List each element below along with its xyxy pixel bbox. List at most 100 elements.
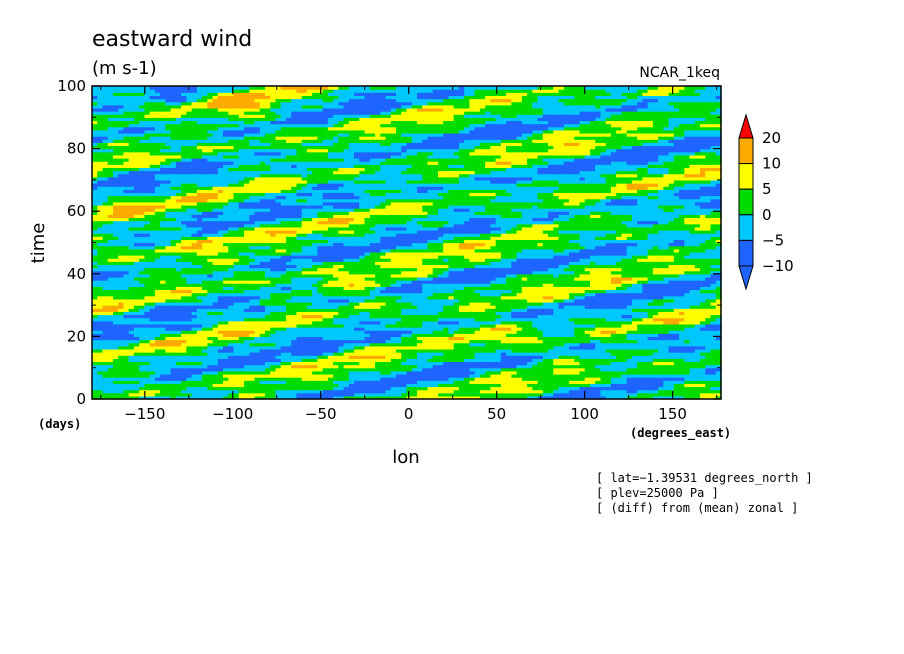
heatmap-cell [254,370,261,375]
heatmap-cell [233,392,240,397]
heatmap-cell [700,377,706,381]
heatmap-cell [437,373,444,378]
heatmap-cell [133,373,140,378]
heatmap-cell [574,386,581,391]
heatmap-cell [338,373,345,378]
heatmap-cell [558,364,565,369]
heatmap-cell [621,367,628,372]
heatmap-cell [296,373,303,378]
heatmap-cell [548,383,554,388]
heatmap-cell [275,370,282,375]
heatmap-cell [128,386,135,391]
heatmap-cell [411,389,418,394]
heatmap-cell [123,386,130,391]
heatmap-cell [558,395,565,400]
heatmap-cell [432,373,439,378]
heatmap-cell [616,373,623,378]
heatmap-cell [411,370,418,375]
heatmap-cell [369,367,376,372]
heatmap-cell [154,367,161,372]
heatmap-cell [610,389,617,394]
heatmap-cell [202,386,208,391]
heatmap-cell [600,395,607,400]
heatmap-cell [673,380,680,384]
heatmap-cell [673,370,680,375]
heatmap-cell [464,377,470,381]
heatmap-cell [589,377,596,381]
heatmap-cell [380,367,387,372]
heatmap-cell [270,373,277,378]
heatmap-cell [165,373,172,378]
heatmap-cell [128,370,135,375]
heatmap-cell [249,373,256,378]
heatmap-cell [312,373,318,378]
heatmap-cell [542,395,549,400]
heatmap-cell [568,380,575,384]
heatmap-cell [270,377,277,381]
heatmap-cell [348,380,355,384]
heatmap-cell [154,389,161,394]
heatmap-cell [437,380,444,384]
heatmap-cell [223,364,229,369]
heatmap-cell [233,395,240,400]
heatmap-cell [673,377,680,381]
heatmap-cell [416,370,423,375]
heatmap-cell [92,386,98,391]
heatmap-cell [568,364,575,369]
heatmap-cell [584,380,591,384]
heatmap-cell [160,377,166,381]
heatmap-cell [139,367,146,372]
heatmap-cell [689,392,696,397]
heatmap-cell [453,370,460,375]
heatmap-cell [396,383,402,388]
heatmap-cell [149,364,156,369]
heatmap-cell [605,386,612,391]
heatmap-cell [663,373,670,378]
heatmap-cell [537,383,544,388]
heatmap-cell [710,364,717,369]
heatmap-cell [223,395,229,400]
heatmap-cell [511,364,518,369]
heatmap-cell [574,367,581,372]
heatmap-cell [343,377,350,381]
heatmap-cell [469,364,476,369]
heatmap-cell [558,383,565,388]
heatmap-cell [160,364,166,369]
heatmap-cell [139,386,146,391]
heatmap-cell [652,383,659,388]
heatmap-cell [506,370,512,375]
heatmap-cell [637,389,643,394]
heatmap-cell [149,386,156,391]
heatmap-cell [689,370,696,375]
heatmap-cell [264,364,271,369]
heatmap-cell [563,370,570,375]
heatmap-cell [506,386,512,391]
heatmap-cell [584,364,591,369]
heatmap-cell [668,367,675,372]
heatmap-cell [317,377,324,381]
heatmap-cell [375,373,381,378]
heatmap-cell [223,380,229,384]
heatmap-cell [658,380,664,384]
heatmap-cell [600,367,607,372]
heatmap-cell [453,377,460,381]
heatmap-cell [133,395,140,400]
heatmap-cell [97,386,104,391]
heatmap-cell [626,367,633,372]
heatmap-cell [700,380,706,384]
heatmap-cell [595,389,602,394]
heatmap-cell [369,386,376,391]
heatmap-cell [521,373,528,378]
heatmap-cell [679,392,685,397]
heatmap-cell [568,367,575,372]
heatmap-cell [306,392,313,397]
heatmap-cell [474,395,481,400]
heatmap-cell [97,361,104,366]
heatmap-cell [647,395,654,400]
heatmap-cell [532,377,539,381]
heatmap-cell [327,392,334,397]
heatmap-cell [553,389,560,394]
heatmap-cell [479,367,486,372]
heatmap-cell [228,373,235,378]
heatmap-cell [312,389,318,394]
